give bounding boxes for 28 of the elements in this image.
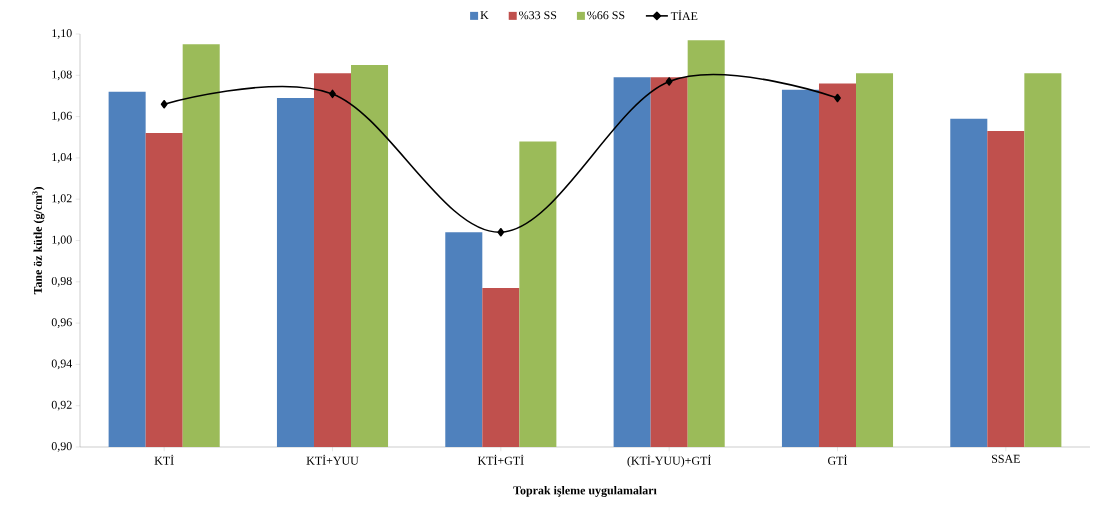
- legend-label: %66 SS: [587, 11, 625, 20]
- y-tick-label: 1,00: [52, 235, 72, 246]
- y-tick-label: 1,06: [52, 111, 72, 122]
- y-tick-label: 0,96: [51, 318, 72, 328]
- y-tick-label: 0,94: [51, 359, 73, 370]
- y-tick-label: 1,10: [52, 29, 72, 39]
- point: [329, 89, 336, 99]
- y-tick-label: 0,92: [51, 400, 72, 411]
- y-tick-label: 1,02: [52, 194, 72, 205]
- point: [665, 77, 673, 86]
- legend-label: K: [480, 11, 489, 20]
- y-tick-label: 0,90: [51, 442, 72, 452]
- point: [497, 227, 505, 237]
- point: [834, 93, 841, 103]
- x-axis-title: Toprak işleme uygulamaları: [513, 486, 657, 497]
- x-tick-label: (KTİ-YUU)+GTİ: [627, 454, 711, 468]
- x-tick-label: KTİ+YUU: [306, 454, 359, 465]
- x-tick-label: SSAE: [992, 454, 1020, 463]
- y-axis-title: Tane öz kütle (g/cm$^{3}$): [32, 187, 45, 295]
- legend-label: TİAE: [670, 10, 698, 21]
- x-tick-label: GTİ: [828, 454, 848, 465]
- point: [160, 99, 168, 109]
- y-tick-label: 1,04: [52, 153, 73, 163]
- y-tick-label: 1,08: [52, 70, 72, 81]
- x-tick-label: KTİ+GTİ: [477, 454, 524, 465]
- y-tick-label: 0,98: [51, 276, 72, 287]
- legend-label: %33 SS: [519, 11, 557, 20]
- x-tick-label: KTİ: [154, 454, 174, 465]
